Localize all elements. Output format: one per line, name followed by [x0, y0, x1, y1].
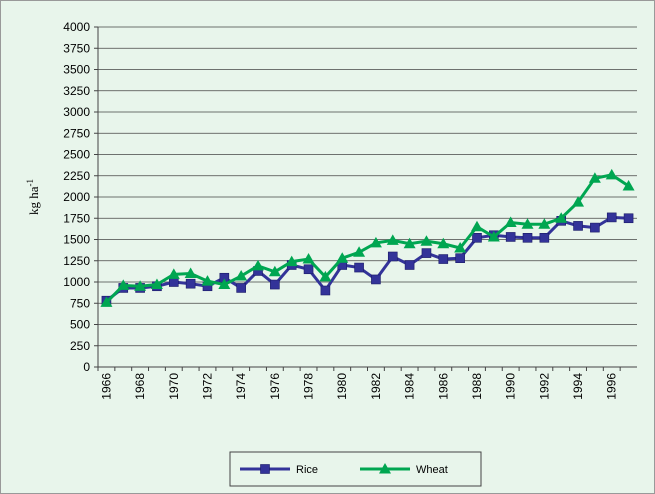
y-tick-label: 3500	[63, 63, 90, 77]
y-tick-label: 1750	[63, 211, 90, 225]
x-tick-label: 1992	[537, 373, 551, 400]
legend-label: Rice	[296, 464, 318, 476]
marker	[572, 196, 585, 207]
marker	[470, 220, 483, 232]
x-tick-label: 1996	[605, 373, 619, 400]
marker	[505, 232, 516, 242]
marker	[521, 218, 534, 229]
marker	[134, 280, 147, 291]
x-tick-label: 1976	[268, 373, 282, 400]
y-tick-label: 2250	[63, 169, 90, 183]
marker	[235, 270, 248, 281]
y-axis-label-sup: -1	[25, 179, 35, 187]
y-tick-label: 3000	[63, 105, 90, 119]
marker	[386, 234, 399, 245]
marker	[302, 253, 315, 264]
marker	[555, 212, 568, 223]
marker	[218, 278, 231, 290]
y-axis-label: kg ha-1	[25, 179, 41, 215]
y-tick-label: 1250	[63, 254, 90, 268]
marker	[260, 464, 270, 474]
x-tick-label: 1984	[403, 373, 417, 400]
x-tick-label: 1966	[99, 373, 113, 400]
marker	[117, 279, 130, 290]
y-axis-label-text: kg ha	[26, 186, 41, 215]
x-tick-label: 1994	[571, 373, 585, 400]
y-tick-label: 4000	[63, 20, 90, 34]
marker	[538, 218, 551, 229]
y-tick-label: 500	[70, 318, 90, 332]
y-tick-label: 250	[70, 339, 90, 353]
marker	[184, 267, 197, 278]
legend-label: Wheat	[416, 464, 448, 476]
marker	[319, 270, 332, 282]
y-tick-label: 750	[70, 296, 90, 310]
marker	[438, 254, 449, 264]
marker	[100, 296, 113, 307]
y-tick-label: 2000	[63, 190, 90, 204]
marker	[371, 274, 381, 285]
marker	[236, 283, 246, 293]
x-tick-label: 1974	[234, 373, 248, 400]
x-tick-label: 1972	[200, 373, 214, 400]
marker	[201, 275, 214, 286]
marker	[403, 237, 416, 249]
y-tick-label: 3250	[63, 84, 90, 98]
marker	[354, 262, 364, 273]
marker	[588, 172, 601, 183]
marker	[623, 213, 634, 224]
marker	[504, 216, 517, 227]
marker	[268, 265, 281, 277]
marker	[622, 179, 635, 191]
x-tick-label: 1990	[504, 373, 518, 400]
marker	[369, 236, 382, 248]
y-tick-label: 1000	[63, 275, 90, 289]
marker	[605, 168, 618, 180]
marker	[353, 246, 366, 257]
x-tick-label: 1978	[302, 373, 316, 400]
marker	[539, 233, 550, 243]
y-tick-label: 2500	[63, 148, 90, 162]
marker	[421, 248, 432, 258]
marker	[404, 260, 415, 270]
x-tick-label: 1968	[133, 373, 147, 400]
x-tick-label: 1980	[335, 373, 349, 400]
marker	[252, 259, 265, 271]
marker	[285, 255, 298, 267]
marker	[437, 237, 450, 249]
marker	[454, 242, 467, 253]
marker	[167, 268, 180, 279]
y-tick-label: 0	[83, 360, 90, 374]
x-tick-label: 1988	[470, 373, 484, 400]
marker	[379, 463, 391, 474]
marker	[185, 278, 196, 289]
marker	[472, 233, 482, 243]
marker	[320, 285, 331, 296]
marker	[487, 230, 500, 242]
marker	[455, 253, 465, 263]
marker	[573, 221, 583, 231]
y-tick-label: 3750	[63, 41, 90, 55]
marker	[522, 233, 533, 243]
marker	[387, 251, 398, 262]
x-tick-label: 1986	[436, 373, 450, 400]
marker	[270, 279, 280, 290]
marker	[590, 222, 600, 233]
y-tick-label: 2750	[63, 126, 90, 140]
legend: Rice Wheat	[229, 451, 482, 487]
marker	[420, 235, 433, 246]
x-tick-label: 1982	[369, 373, 383, 400]
marker	[336, 252, 349, 263]
x-tick-label: 1970	[167, 373, 181, 400]
marker	[303, 264, 314, 275]
marker	[150, 278, 163, 290]
y-tick-label: 1500	[63, 233, 90, 247]
marker	[606, 212, 617, 223]
